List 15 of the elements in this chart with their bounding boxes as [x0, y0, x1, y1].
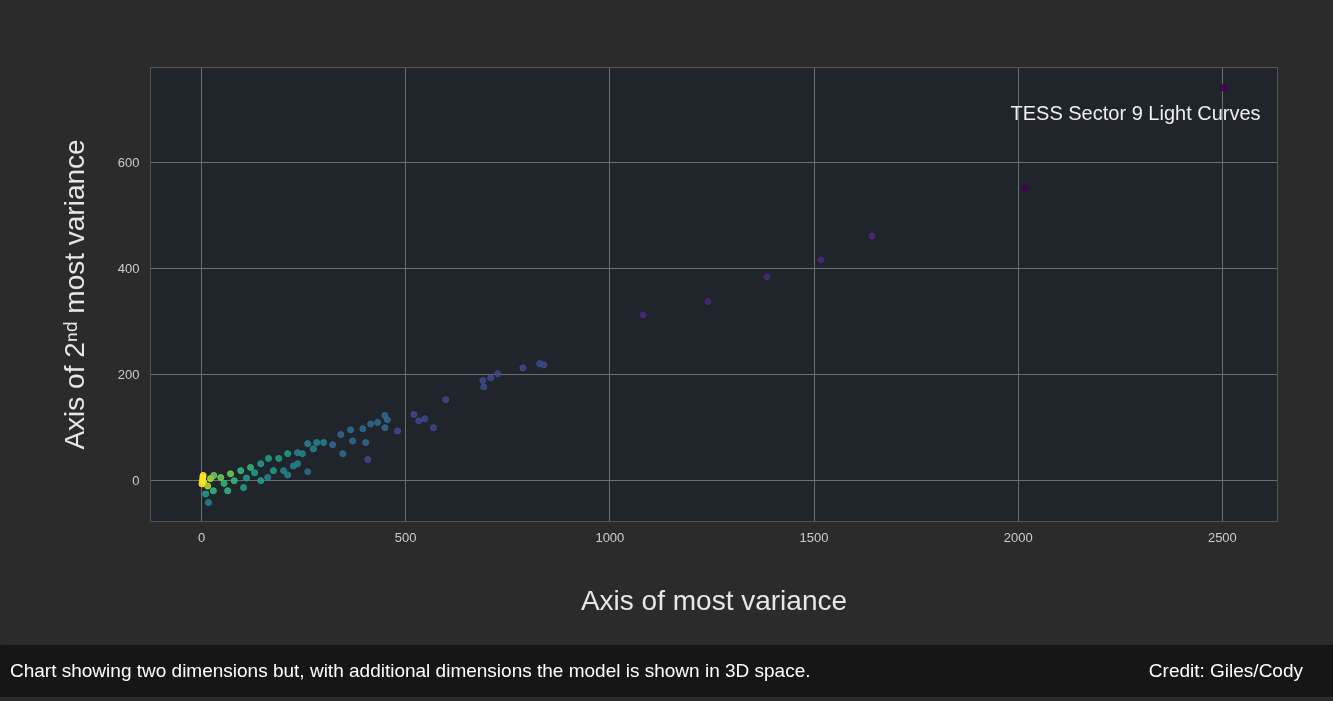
text: Credit: Giles/Cody — [1148, 659, 1303, 683]
x-tick-label: 1500 — [799, 529, 829, 545]
x-axis-title: Axis of most variance — [580, 584, 848, 616]
text: TESS Sector 9 Light Curves — [1010, 101, 1261, 124]
text: Chart showing two dimensions but, with additional dimensions the model is shown in 3D space. — [10, 659, 811, 683]
x-tick-label: 500 — [394, 529, 417, 545]
y-axis-title: Axis of 2ⁿᵈ most variance — [58, 139, 90, 450]
y-tick-label: 400 — [117, 261, 140, 277]
x-tick-label: 1000 — [595, 529, 625, 545]
x-tick-label: 2000 — [1003, 529, 1033, 545]
y-tick-label: 200 — [117, 367, 140, 383]
y-tick-label: 0 — [132, 473, 140, 489]
y-tick-label: 600 — [117, 155, 140, 171]
x-tick-label: 2500 — [1207, 529, 1237, 545]
x-tick-label: 0 — [197, 529, 206, 545]
